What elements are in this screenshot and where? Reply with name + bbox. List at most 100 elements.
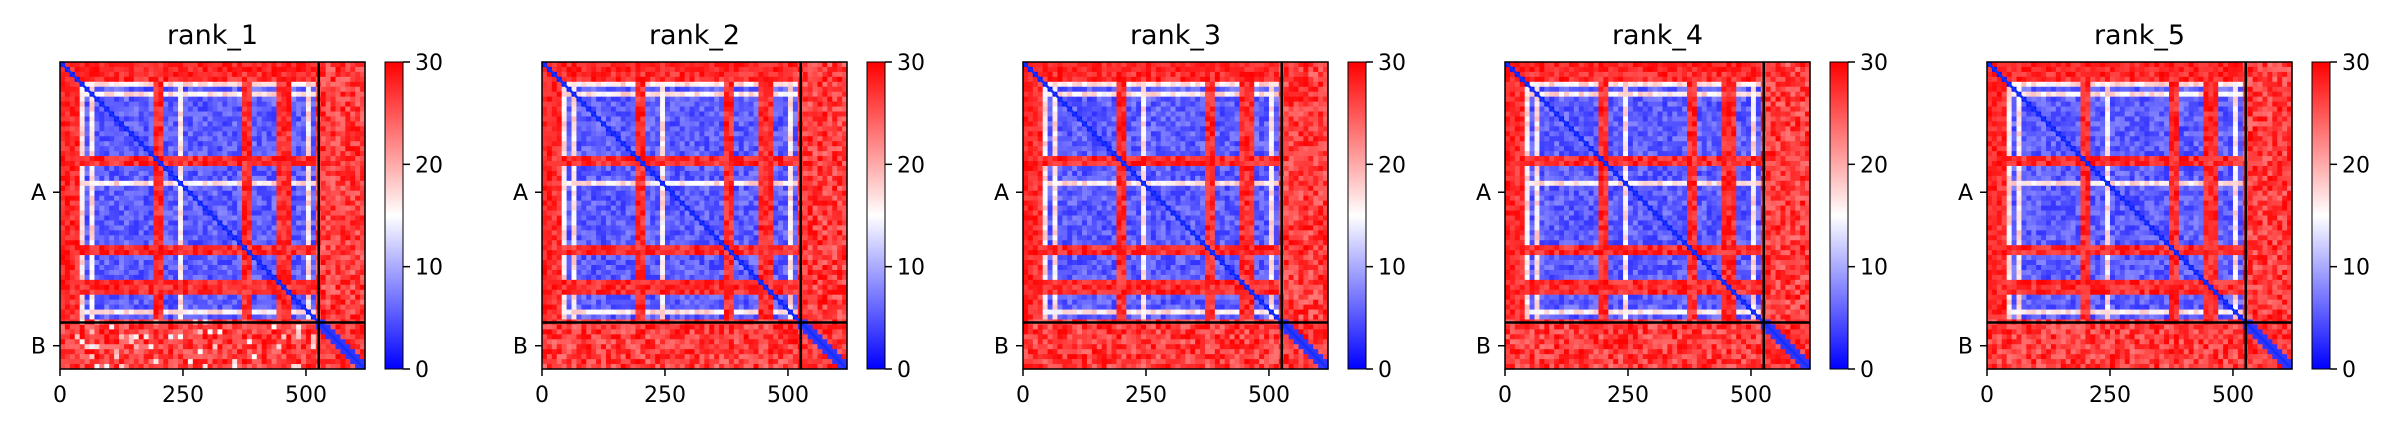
heatmap-cell	[109, 299, 115, 306]
heatmap-cell	[163, 250, 169, 256]
heatmap-cell	[232, 111, 238, 118]
heatmap-cell	[133, 210, 140, 217]
heatmap-cell	[640, 71, 646, 78]
heatmap-cell	[261, 314, 268, 321]
heatmap-cell	[310, 215, 317, 222]
heatmap-cell	[664, 81, 671, 88]
heatmap-cell	[128, 309, 135, 316]
heatmap-cell	[591, 131, 597, 137]
heatmap-cell	[546, 131, 553, 137]
heatmap-cell	[182, 175, 189, 182]
heatmap-cell	[79, 245, 86, 251]
heatmap-cell	[728, 76, 735, 83]
heatmap-cell	[330, 101, 337, 108]
heatmap-cell	[345, 289, 351, 296]
heatmap-cell	[256, 284, 263, 291]
heatmap-cell	[610, 136, 617, 142]
heatmap-cell	[768, 106, 774, 113]
heatmap-cell	[246, 111, 253, 118]
heatmap-cell	[60, 156, 66, 162]
heatmap-cell	[89, 294, 96, 301]
heatmap-cell	[640, 141, 646, 147]
heatmap-cell	[709, 116, 715, 123]
heatmap-cell	[556, 91, 563, 98]
heatmap-cell	[138, 96, 145, 103]
heatmap-cell	[546, 62, 553, 68]
heatmap-cell	[168, 269, 174, 276]
heatmap-cell	[242, 269, 248, 276]
heatmap-cell	[271, 146, 278, 152]
heatmap-cell	[340, 91, 346, 98]
heatmap-cell	[360, 240, 366, 246]
heatmap-cell	[168, 180, 174, 187]
heatmap-cell	[301, 235, 307, 241]
heatmap-cell	[182, 131, 189, 137]
heatmap-cell	[237, 309, 243, 316]
heatmap-cell	[281, 165, 287, 172]
heatmap-cell	[345, 156, 351, 162]
heatmap-cell	[827, 111, 833, 118]
heatmap-cell	[586, 146, 592, 152]
heatmap-cell	[758, 126, 764, 132]
heatmap-cell	[625, 86, 632, 93]
heatmap-cell	[114, 274, 120, 281]
heatmap-cell	[197, 329, 204, 335]
heatmap-cell	[207, 170, 214, 177]
heatmap-cell	[340, 339, 346, 345]
heatmap-cell	[182, 106, 189, 113]
heatmap-cell	[207, 260, 214, 266]
heatmap-cell	[153, 91, 159, 98]
heatmap-cell	[89, 131, 96, 137]
heatmap-cell	[305, 284, 312, 291]
heatmap-cell	[610, 62, 617, 68]
heatmap-cell	[286, 334, 292, 340]
heatmap-cell	[251, 180, 258, 187]
heatmap-cell	[296, 364, 302, 370]
heatmap-cell	[310, 111, 317, 118]
heatmap-cell	[724, 121, 730, 127]
heatmap-cell	[256, 230, 263, 236]
heatmap-cell	[89, 289, 96, 296]
colorbar-tick-label: 10	[415, 256, 443, 281]
heatmap-cell	[138, 359, 145, 365]
heatmap-cell	[237, 344, 243, 350]
heatmap-cell	[281, 180, 287, 187]
heatmap-cell	[596, 146, 602, 152]
heatmap-cell	[620, 116, 627, 123]
heatmap-cell	[89, 106, 96, 113]
heatmap-cell	[202, 210, 209, 217]
heatmap-cell	[291, 71, 297, 78]
heatmap-cell	[768, 66, 774, 73]
heatmap-cell	[119, 161, 125, 167]
heatmap-cell	[182, 86, 189, 93]
heatmap-cell	[222, 136, 228, 142]
heatmap-cell	[320, 349, 327, 355]
heatmap-cell	[768, 111, 774, 118]
heatmap-cell	[173, 255, 179, 261]
heatmap-cell	[89, 180, 96, 187]
heatmap-cell	[261, 225, 268, 231]
heatmap-cell	[330, 309, 337, 316]
heatmap-cell	[168, 364, 174, 370]
heatmap-cell	[738, 146, 745, 152]
heatmap-cell	[109, 250, 115, 256]
heatmap-cell	[148, 304, 155, 311]
heatmap-cell	[350, 190, 356, 197]
heatmap-cell	[296, 304, 302, 311]
heatmap-cell	[330, 304, 337, 311]
heatmap-cell	[581, 116, 587, 123]
heatmap-cell	[109, 230, 115, 236]
heatmap-cell	[168, 185, 174, 192]
heatmap-cell	[74, 344, 81, 350]
heatmap-cell	[345, 269, 351, 276]
heatmap-cell	[128, 210, 135, 217]
heatmap-cell	[669, 111, 676, 118]
heatmap-cell	[246, 260, 253, 266]
heatmap-cell	[212, 131, 219, 137]
heatmap-cell	[256, 136, 263, 142]
heatmap-cell	[104, 71, 110, 78]
heatmap-cell	[104, 76, 110, 83]
heatmap-cell	[261, 175, 268, 182]
heatmap-cell	[192, 170, 199, 177]
heatmap-cell	[340, 265, 346, 271]
